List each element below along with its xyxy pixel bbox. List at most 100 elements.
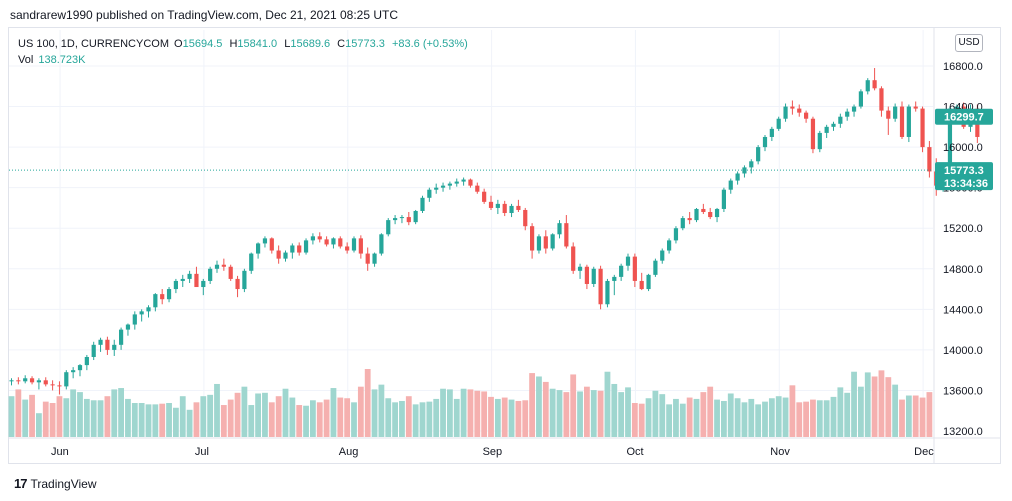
volume-bar (590, 390, 597, 437)
candle (386, 218, 391, 237)
candle-body (571, 246, 576, 271)
candle-body (858, 91, 863, 107)
close-value: 15773.3 (345, 38, 385, 50)
candle (756, 145, 761, 165)
volume-bar (200, 396, 207, 437)
candle-body (16, 380, 21, 382)
candle-body (509, 205, 514, 214)
candle-body (714, 208, 720, 218)
candle (194, 266, 199, 288)
candle-body (166, 289, 172, 300)
price-tick-label: 15200.0 (943, 223, 983, 235)
volume-bar (138, 403, 145, 437)
volume-bar (659, 394, 666, 437)
volume-bar (63, 398, 70, 437)
close-label: C (337, 38, 346, 50)
volume-bar (714, 399, 720, 437)
candle (591, 266, 596, 288)
candle-body (399, 217, 405, 219)
candle-body (824, 126, 829, 133)
candle-body (810, 118, 816, 150)
candle-body (461, 179, 466, 182)
candle (913, 101, 918, 112)
candle (57, 381, 62, 395)
volume-bar (399, 400, 405, 437)
volume-bar (618, 392, 625, 437)
volume-bar (385, 398, 392, 437)
price-tag-bg (935, 108, 993, 125)
time-axis: Jun Jul Aug Sep Oct Nov Dec (51, 446, 934, 458)
price-tick-label: 14000.0 (943, 345, 983, 357)
candle-body (228, 266, 233, 279)
candle (358, 235, 363, 259)
volume-bar (227, 399, 234, 437)
candle (577, 263, 583, 279)
volume-bar (83, 398, 90, 437)
volume-bar (666, 404, 672, 437)
candle (619, 263, 624, 281)
candle (694, 207, 699, 223)
open-value: 15694.5 (182, 38, 223, 50)
chart-canvas[interactable]: 13200.0 13600.0 14000.0 14400.0 14800.0 15200… (0, 0, 1012, 470)
price-tags: 16299.7 15773.313:34:36 (935, 108, 993, 191)
volume-bar (77, 392, 83, 437)
candle (851, 104, 857, 117)
candle-body (749, 161, 754, 168)
volume-bar (412, 404, 419, 437)
volume-bar (179, 396, 186, 437)
candle-body (550, 234, 555, 249)
volume-bar (652, 390, 659, 437)
candle-body (639, 280, 644, 290)
candle (454, 178, 459, 187)
volume-label: Vol (18, 54, 34, 66)
candle (639, 272, 644, 291)
candle (153, 293, 158, 312)
grid-lines (9, 28, 1000, 463)
candle (71, 367, 76, 379)
candle-body (557, 223, 562, 235)
volume-bar (166, 403, 172, 437)
candle (317, 232, 322, 243)
candle-body (598, 268, 603, 305)
candle (612, 274, 617, 296)
candle-body (256, 243, 261, 254)
price-tag: 15773.313:34:36 (935, 162, 993, 191)
volume-bar (494, 398, 501, 437)
currency-button[interactable]: USD (955, 34, 983, 52)
candle-body (29, 378, 35, 383)
footer-brand[interactable]: 17 TradingView (14, 476, 97, 491)
volume-bar (755, 404, 762, 437)
volume-bar (796, 402, 803, 437)
candle-body (317, 236, 322, 240)
volume-bar (90, 400, 97, 437)
volume-bar (762, 401, 768, 437)
candle-body (406, 217, 411, 223)
candle (899, 101, 905, 139)
candle (125, 323, 131, 336)
candle-body (393, 218, 398, 221)
price-tag-countdown: 13:34:36 (944, 178, 988, 190)
candle-body (468, 179, 473, 186)
candle (338, 236, 343, 249)
candle-body (625, 256, 631, 266)
volume-bar (97, 400, 104, 437)
candle (393, 215, 398, 225)
volume-bar (296, 405, 303, 437)
volume-bar (8, 396, 15, 437)
candle-body (71, 370, 76, 373)
volume-bar (768, 398, 775, 437)
candle-body (77, 365, 83, 371)
candle (667, 238, 672, 254)
volume-bar (488, 396, 494, 437)
candle (139, 309, 144, 322)
candle (399, 215, 405, 224)
volume-bar (344, 398, 351, 437)
time-tick-label: Sep (483, 446, 503, 458)
candle (290, 243, 295, 259)
candle (509, 203, 514, 218)
symbol-label: US 100, 1D, CURRENCYCOM (18, 38, 169, 50)
volume-bar (673, 398, 679, 437)
volume-bar (727, 393, 734, 437)
high-label: H (229, 38, 238, 50)
candle (488, 195, 494, 210)
